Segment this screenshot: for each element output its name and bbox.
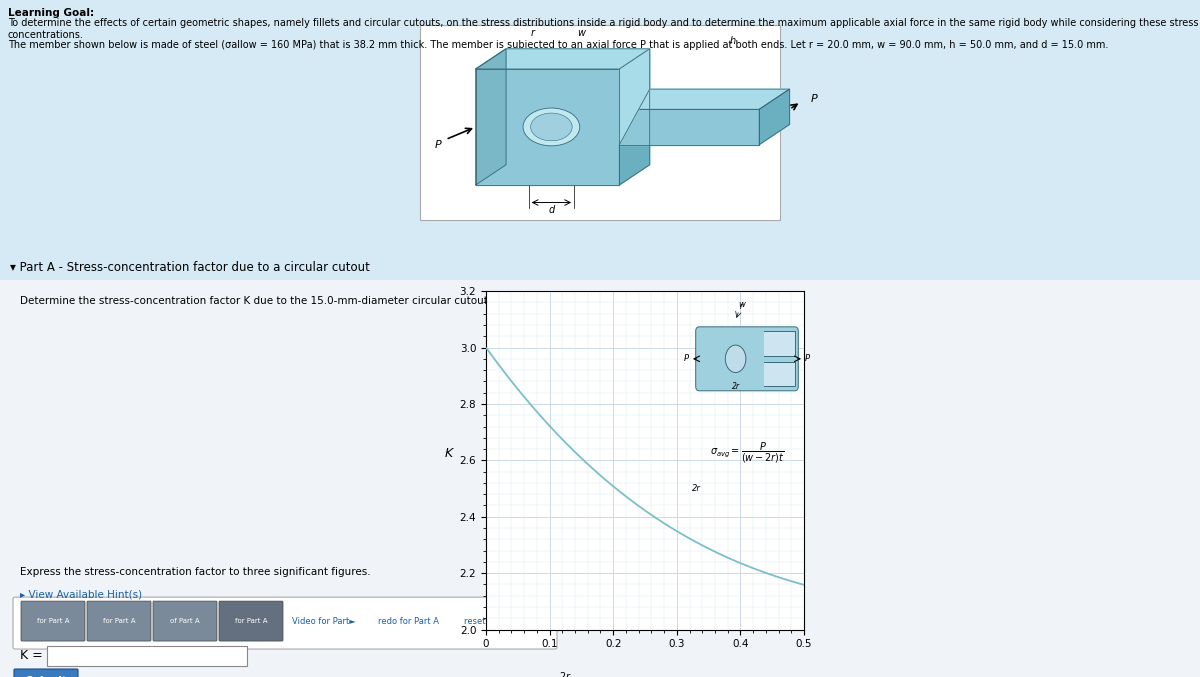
- Text: d: d: [548, 204, 554, 215]
- Text: Learning Goal:: Learning Goal:: [8, 8, 94, 18]
- FancyBboxPatch shape: [696, 327, 798, 391]
- Circle shape: [530, 113, 572, 141]
- Polygon shape: [475, 49, 506, 185]
- FancyBboxPatch shape: [88, 601, 151, 641]
- Text: Submit: Submit: [25, 676, 67, 677]
- FancyBboxPatch shape: [154, 601, 217, 641]
- FancyBboxPatch shape: [47, 646, 247, 666]
- Y-axis label: K: K: [444, 447, 452, 460]
- Polygon shape: [760, 89, 790, 145]
- Text: r: r: [530, 28, 534, 38]
- Text: Express the stress-concentration factor to three significant figures.: Express the stress-concentration factor …: [20, 567, 371, 577]
- Text: help for Part A: help for Part A: [714, 617, 774, 626]
- Text: $\frac{2r}{w}$: $\frac{2r}{w}$: [559, 670, 572, 677]
- Text: r: r: [740, 301, 743, 311]
- FancyBboxPatch shape: [420, 25, 780, 221]
- Polygon shape: [619, 89, 790, 109]
- Text: ▸ View Available Hint(s): ▸ View Available Hint(s): [20, 589, 142, 599]
- Text: $\sigma_{avg} = \dfrac{P}{(w-2r)t}$: $\sigma_{avg} = \dfrac{P}{(w-2r)t}$: [709, 441, 785, 465]
- Text: P: P: [684, 354, 689, 364]
- Text: Determine the stress-concentration factor K due to the 15.0-mm-diameter circular: Determine the stress-concentration facto…: [20, 296, 571, 305]
- Text: keyboard shortcuts for Part A: keyboard shortcuts for Part A: [556, 617, 678, 626]
- Text: Video for Part►: Video for Part►: [292, 617, 355, 626]
- Text: redo for Part A: redo for Part A: [378, 617, 439, 626]
- Polygon shape: [619, 49, 649, 185]
- FancyBboxPatch shape: [14, 669, 78, 677]
- FancyBboxPatch shape: [13, 597, 557, 649]
- Text: P: P: [434, 139, 442, 150]
- Text: for Part A: for Part A: [37, 618, 70, 624]
- Text: reset for Part A: reset for Part A: [464, 617, 527, 626]
- Text: for Part A: for Part A: [103, 618, 136, 624]
- Text: To determine the effects of certain geometric shapes, namely fillets and circula: To determine the effects of certain geom…: [8, 18, 1199, 40]
- Polygon shape: [619, 109, 760, 145]
- Text: for Part A: for Part A: [235, 618, 268, 624]
- Text: 2r: 2r: [732, 383, 739, 391]
- Circle shape: [523, 108, 580, 146]
- FancyBboxPatch shape: [0, 280, 1200, 677]
- Text: of Part A: of Part A: [170, 618, 200, 624]
- FancyBboxPatch shape: [22, 601, 85, 641]
- Text: K =: K =: [20, 649, 43, 661]
- Text: P: P: [805, 354, 810, 364]
- Text: h: h: [730, 36, 736, 46]
- Text: The member shown below is made of steel (σallow = 160 MPa) that is 38.2 mm thick: The member shown below is made of steel …: [8, 40, 1109, 50]
- Bar: [764, 362, 794, 386]
- Text: w: w: [577, 28, 586, 38]
- Bar: [764, 331, 794, 355]
- Polygon shape: [619, 49, 649, 145]
- Polygon shape: [475, 69, 619, 185]
- Circle shape: [725, 345, 746, 372]
- Text: w: w: [738, 300, 745, 309]
- Text: P: P: [810, 94, 817, 104]
- Polygon shape: [475, 49, 649, 69]
- Text: ▾ Part A - Stress-concentration factor due to a circular cutout: ▾ Part A - Stress-concentration factor d…: [10, 261, 370, 274]
- FancyBboxPatch shape: [220, 601, 283, 641]
- Text: 2r: 2r: [691, 483, 701, 493]
